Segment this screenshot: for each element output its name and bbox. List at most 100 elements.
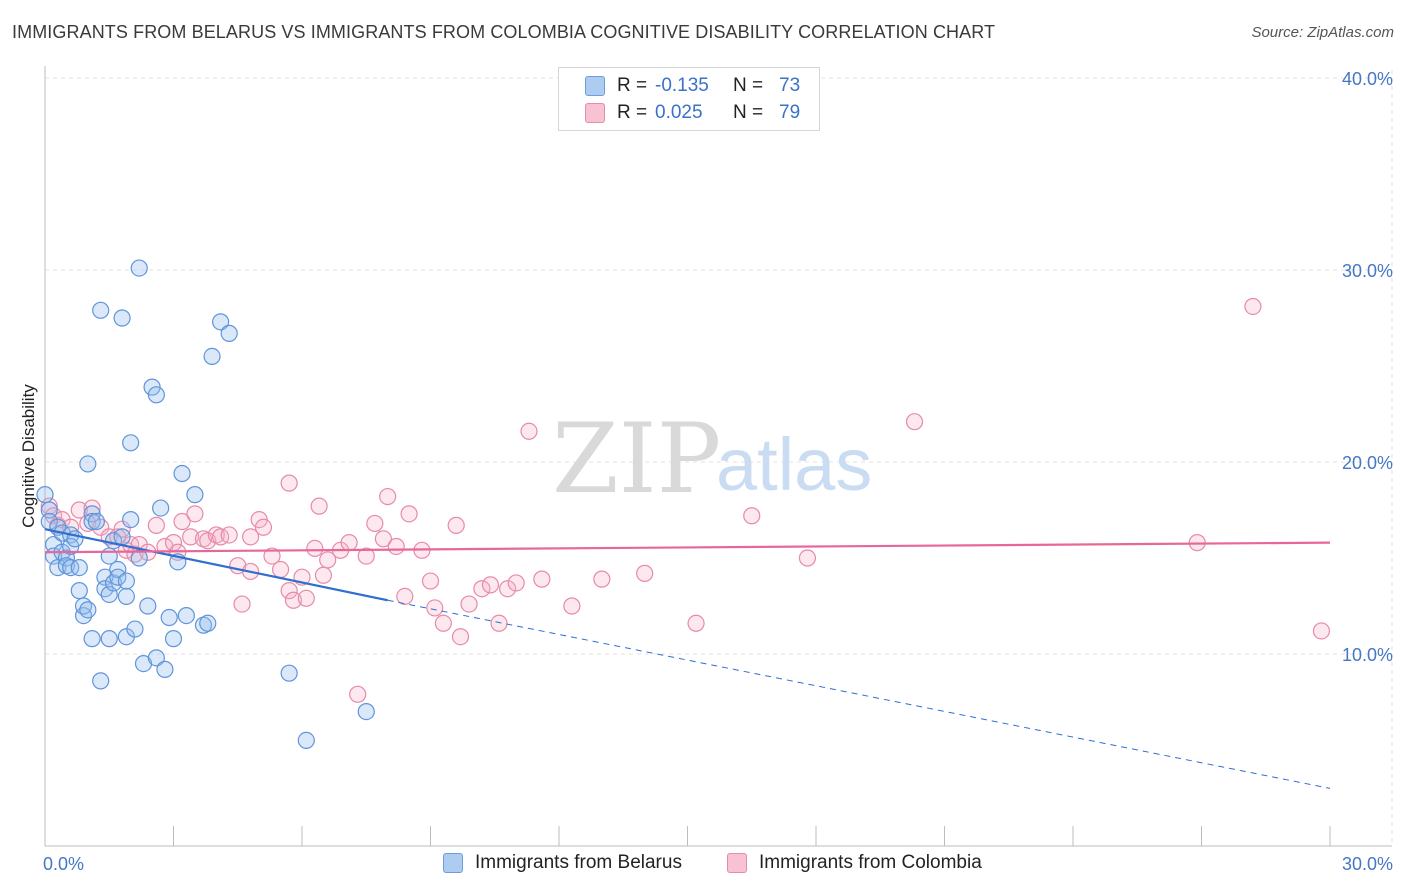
- y-tick-label: 30.0%: [1342, 261, 1393, 281]
- y-tick-label: 20.0%: [1342, 453, 1393, 473]
- legend-swatch-colombia: [727, 853, 747, 873]
- colombia-point: [366, 514, 384, 533]
- colombia-point: [306, 539, 324, 558]
- belarus-point: [117, 587, 135, 606]
- colombia-point: [1312, 622, 1331, 640]
- belarus-point: [203, 347, 221, 365]
- belarus-point: [130, 259, 148, 277]
- belarus-point: [199, 614, 217, 632]
- legend-item-colombia[interactable]: Immigrants from Colombia: [727, 852, 982, 874]
- series-colombia-points: [40, 297, 1331, 703]
- belarus-point: [130, 549, 148, 567]
- colombia-point: [451, 628, 470, 646]
- belarus-point: [177, 606, 195, 625]
- belarus-point: [297, 731, 315, 750]
- belarus-point: [100, 630, 118, 648]
- belarus-point: [83, 512, 101, 531]
- belarus-point: [152, 499, 170, 517]
- belarus-point: [122, 510, 140, 529]
- colombia-point: [280, 582, 298, 600]
- belarus-point: [122, 434, 140, 452]
- x-tick-label: 0.0%: [43, 854, 84, 874]
- colombia-point: [182, 528, 200, 546]
- belarus-point: [70, 558, 88, 577]
- colombia-point: [319, 551, 337, 569]
- colombia-point: [271, 560, 290, 579]
- colombia-point: [490, 614, 508, 632]
- n-label: N =: [733, 102, 764, 123]
- series-legend: Immigrants from Belarus Immigrants from …: [0, 852, 1406, 876]
- colombia-point: [186, 505, 204, 523]
- n-value: 73: [779, 75, 801, 96]
- belarus-point: [147, 649, 165, 667]
- n-value: 79: [779, 102, 801, 123]
- colombia-point: [374, 530, 392, 548]
- legend-swatch-belarus: [585, 76, 605, 96]
- belarus-point: [87, 512, 106, 531]
- colombia-point: [426, 599, 444, 617]
- legend-item-belarus[interactable]: Immigrants from Belarus: [443, 852, 682, 874]
- colombia-point: [357, 547, 375, 565]
- colombia-point: [533, 570, 551, 588]
- belarus-point: [113, 309, 131, 327]
- belarus-point: [92, 672, 110, 690]
- legend-swatch-belarus: [443, 853, 463, 873]
- belarus-point: [212, 313, 230, 331]
- colombia-point: [447, 516, 465, 534]
- colombia-point: [280, 474, 298, 492]
- belarus-point: [117, 572, 135, 590]
- colombia-point: [520, 422, 538, 440]
- colombia-point: [396, 587, 414, 606]
- belarus-point: [139, 597, 157, 615]
- legend-row-colombia: R = 0.025 N = 79: [585, 102, 800, 124]
- belarus-point: [109, 568, 127, 586]
- trend-lines: [44, 528, 1331, 789]
- colombia-point: [70, 501, 88, 519]
- legend-row-belarus: R = -0.135 N = 73: [585, 75, 800, 97]
- colombia-point: [233, 595, 251, 613]
- colombia-point: [263, 547, 281, 565]
- belarus-point: [113, 528, 131, 546]
- colombia-point: [481, 576, 500, 594]
- r-label: R =: [617, 75, 648, 96]
- watermark-zip: ZIP: [552, 403, 721, 515]
- colombia-point: [254, 518, 273, 536]
- chart-title: IMMIGRANTS FROM BELARUS VS IMMIGRANTS FR…: [12, 22, 996, 42]
- colombia-point: [460, 595, 478, 613]
- belarus-point: [280, 664, 298, 682]
- colombia-point: [173, 512, 191, 531]
- colombia-point: [242, 528, 260, 546]
- colombia-point: [349, 685, 367, 703]
- x-tick-label: 30.0%: [1342, 854, 1393, 874]
- n-label: N =: [733, 75, 764, 96]
- tick-labels: 10.0% 20.0% 30.0% 40.0% 0.0% 30.0%: [43, 69, 1393, 874]
- colombia-point: [314, 566, 333, 584]
- colombia-point: [593, 570, 611, 588]
- belarus-point: [147, 386, 165, 404]
- belarus-point: [36, 486, 54, 504]
- colombia-point: [379, 487, 397, 506]
- colombia-point: [434, 614, 452, 632]
- colombia-point: [687, 614, 705, 632]
- belarus-point: [173, 464, 191, 483]
- watermark: ZIP atlas: [552, 403, 872, 515]
- colombia-point: [284, 591, 303, 609]
- colombia-point: [83, 499, 101, 517]
- source-credit: Source: ZipAtlas.com: [1251, 24, 1394, 41]
- r-value: -0.135: [655, 75, 709, 96]
- belarus-point: [83, 630, 101, 648]
- belarus-trend-dashed: [387, 599, 1331, 789]
- colombia-point: [199, 532, 217, 550]
- grid-lines: [45, 70, 1393, 846]
- colombia-point: [220, 526, 238, 544]
- colombia-point: [499, 580, 517, 598]
- colombia-point: [636, 564, 654, 582]
- y-tick-label: 10.0%: [1342, 645, 1393, 665]
- colombia-point: [387, 537, 405, 556]
- colombia-point: [563, 597, 581, 615]
- belarus-point: [79, 455, 97, 473]
- colombia-point: [400, 505, 418, 523]
- belarus-point: [70, 582, 88, 600]
- axes: [44, 66, 1392, 847]
